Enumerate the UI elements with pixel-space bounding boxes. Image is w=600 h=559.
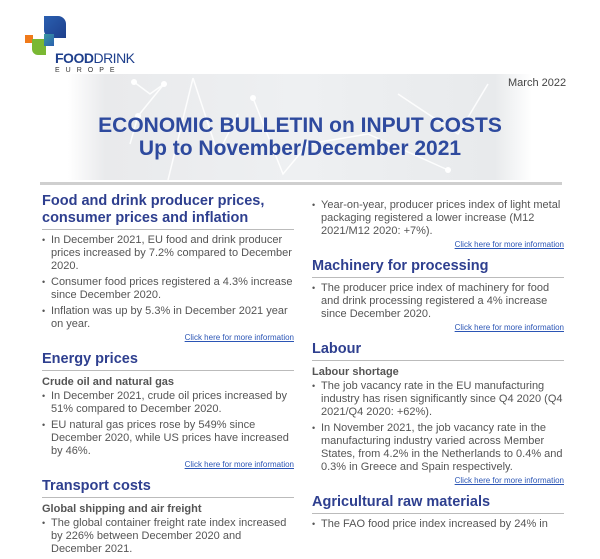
bullet-list: The job vacancy rate in the EU manufactu… — [312, 380, 564, 474]
network-graphic — [129, 77, 489, 180]
bullet-list: The global container freight rate index … — [42, 517, 294, 556]
bullet-item: In December 2021, crude oil prices incre… — [42, 390, 294, 416]
section-heading: Labour — [312, 341, 564, 361]
section-subheading: Global shipping and air freight — [42, 503, 202, 515]
bullet-item: The FAO food price index increased by 24… — [312, 518, 564, 531]
bulletin-title: ECONOMIC BULLETIN on INPUT COSTS — [98, 114, 502, 137]
more-info-link[interactable]: Click here for more information — [454, 323, 564, 332]
bullet-item: In November 2021, the job vacancy rate i… — [312, 422, 564, 474]
more-info-link[interactable]: Click here for more information — [454, 240, 564, 249]
bulletin-subtitle: Up to November/December 2021 — [138, 137, 462, 160]
right-column: Year-on-year, producer prices index of l… — [312, 199, 564, 534]
more-info-link[interactable]: Click here for more information — [454, 476, 564, 485]
bullet-list: The producer price index of machinery fo… — [312, 282, 564, 321]
section-subheading: Crude oil and natural gas — [42, 376, 175, 388]
logo-text-2: DRINK — [93, 50, 135, 66]
section: Energy prices Crude oil and natural gas In… — [42, 351, 294, 469]
section: Transport costs Global shipping and air f… — [42, 478, 294, 556]
banner-image — [68, 74, 532, 180]
fooddrinkeurope-logo: FOODDRINK EUROPE — [22, 16, 135, 74]
bullet-item: The job vacancy rate in the EU manufactu… — [312, 380, 564, 419]
bullet-list: Year-on-year, producer prices index of l… — [312, 199, 564, 238]
section-heading: Food and drink producer prices, consumer… — [42, 193, 294, 230]
bullet-item: Year-on-year, producer prices index of l… — [312, 199, 564, 238]
divider — [40, 182, 562, 185]
section: Year-on-year, producer prices index of l… — [312, 199, 564, 249]
bullet-item: In December 2021, EU food and drink prod… — [42, 234, 294, 273]
section-heading: Transport costs — [42, 478, 294, 498]
left-column: Food and drink producer prices, consumer… — [42, 193, 294, 559]
bullet-item: The global container freight rate index … — [42, 517, 294, 556]
bullet-list: The FAO food price index increased by 24… — [312, 518, 564, 531]
section-heading: Energy prices — [42, 351, 294, 371]
section: Machinery for processing The producer pri… — [312, 258, 564, 332]
more-info-link[interactable]: Click here for more information — [184, 460, 294, 469]
logo-text: FOOD — [55, 50, 94, 66]
bullet-list: In December 2021, EU food and drink prod… — [42, 234, 294, 331]
bullet-item: The producer price index of machinery fo… — [312, 282, 564, 321]
logo-subtext: EUROPE — [55, 67, 121, 74]
bullet-item: Inflation was up by 5.3% in December 202… — [42, 305, 294, 331]
bullet-list: In December 2021, crude oil prices incre… — [42, 390, 294, 458]
section: Labour Labour shortage The job vacancy rat… — [312, 341, 564, 485]
publication-date: March 2022 — [508, 77, 567, 89]
section: Food and drink producer prices, consumer… — [42, 193, 294, 342]
section: Agricultural raw materials The FAO food p… — [312, 494, 564, 531]
bullet-item: Consumer food prices registered a 4.3% i… — [42, 276, 294, 302]
section-subheading: Labour shortage — [312, 366, 399, 378]
more-info-link[interactable]: Click here for more information — [184, 333, 294, 342]
section-heading: Machinery for processing — [312, 258, 564, 278]
section-heading: Agricultural raw materials — [312, 494, 564, 514]
bullet-item: EU natural gas prices rose by 549% since… — [42, 419, 294, 458]
